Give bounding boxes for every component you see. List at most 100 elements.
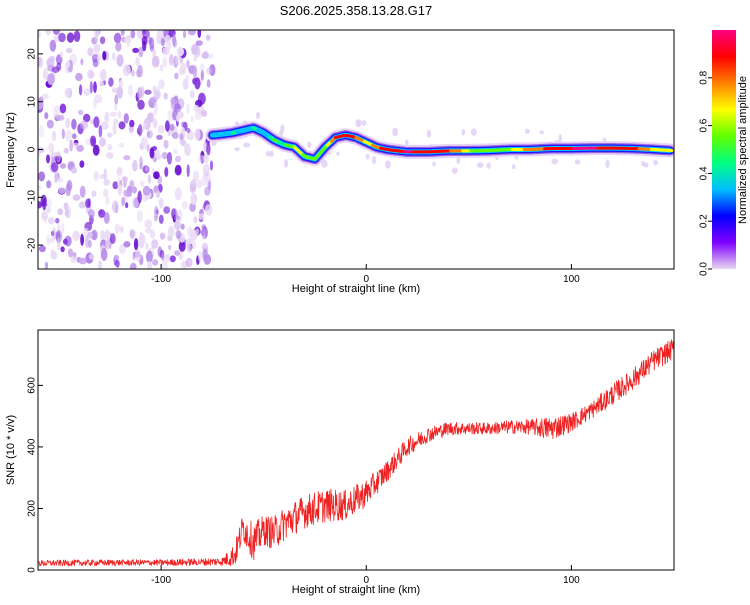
- noise-blob: [477, 162, 484, 168]
- spectrogram-y-tick-label: 10: [27, 96, 38, 108]
- noise-blob: [156, 190, 160, 198]
- noise-blob: [71, 119, 76, 130]
- noise-blob: [80, 186, 86, 198]
- noise-blob: [210, 160, 213, 170]
- noise-blob: [205, 204, 213, 216]
- noise-blob: [190, 90, 195, 98]
- noise-blob: [186, 60, 190, 69]
- noise-blob: [74, 31, 81, 42]
- noise-blob: [79, 258, 87, 265]
- noise-blob: [160, 64, 163, 71]
- noise-blob: [89, 254, 95, 260]
- noise-blob: [68, 248, 73, 257]
- noise-blob: [181, 224, 185, 230]
- noise-blob: [100, 36, 105, 44]
- noise-blob: [130, 263, 137, 272]
- noise-blob: [173, 149, 178, 155]
- noise-blob: [118, 111, 122, 119]
- noise-blob: [48, 143, 54, 153]
- noise-blob: [206, 35, 211, 41]
- noise-blob: [114, 119, 119, 125]
- colorbar: 0.00.20.40.60.8 Normalized spectral ampl…: [699, 30, 750, 276]
- noise-blob: [540, 130, 544, 134]
- noise-blob: [284, 159, 288, 167]
- noise-blob: [80, 58, 83, 65]
- noise-blob: [174, 250, 180, 256]
- noise-blob: [37, 30, 41, 37]
- noise-blob: [132, 198, 138, 209]
- noise-blob: [129, 120, 134, 127]
- snr-y-tick-label: 400: [27, 438, 38, 455]
- noise-blob: [181, 122, 185, 127]
- noise-blob: [110, 233, 116, 244]
- noise-blob: [161, 38, 165, 46]
- noise-blob: [152, 259, 158, 266]
- noise-blob: [90, 81, 93, 94]
- colorbar-gradient: [712, 30, 736, 269]
- noise-blob: [115, 223, 120, 233]
- noise-blob: [159, 198, 164, 209]
- spectrogram-y-tick-label: -10: [27, 190, 38, 205]
- noise-blob: [133, 252, 136, 261]
- noise-blob: [79, 201, 86, 208]
- noise-blob: [51, 251, 58, 260]
- noise-blob: [105, 239, 111, 249]
- noise-blob: [117, 86, 123, 98]
- noise-blob: [112, 201, 119, 214]
- noise-blob: [44, 214, 47, 224]
- noise-blob: [52, 66, 60, 73]
- noise-blob: [47, 198, 52, 208]
- noise-blob: [104, 112, 109, 123]
- noise-blob: [180, 63, 186, 75]
- noise-blob: [452, 168, 458, 174]
- noise-blob: [108, 77, 113, 86]
- noise-blob: [99, 125, 103, 137]
- noise-blob: [168, 245, 171, 251]
- noise-blob: [114, 255, 119, 261]
- noise-blob: [114, 104, 118, 111]
- noise-blob: [80, 234, 84, 246]
- noise-blob: [172, 34, 176, 47]
- noise-blob: [87, 232, 92, 238]
- noise-blob: [84, 88, 90, 96]
- noise-blob: [201, 52, 208, 59]
- noise-blob: [187, 243, 192, 252]
- noise-blob: [280, 124, 284, 133]
- spectrogram-y-tick-label: 0: [27, 146, 38, 152]
- noise-blob: [142, 27, 146, 34]
- noise-blob: [55, 218, 59, 224]
- noise-blob: [107, 133, 113, 138]
- noise-blob: [144, 219, 152, 228]
- noise-blob: [65, 118, 70, 129]
- noise-blob: [653, 160, 658, 165]
- noise-blob: [57, 208, 63, 215]
- noise-blob: [44, 112, 48, 119]
- noise-blob: [119, 143, 125, 148]
- noise-blob: [385, 160, 391, 168]
- noise-blob: [61, 223, 64, 234]
- noise-blob: [102, 51, 106, 61]
- noise-blob: [100, 69, 107, 81]
- noise-blob: [45, 26, 51, 35]
- noise-blob: [123, 241, 130, 247]
- spectrogram-y-tick-label: 20: [27, 48, 38, 60]
- noise-blob: [151, 239, 158, 249]
- noise-blob: [54, 172, 58, 183]
- noise-blob: [39, 125, 44, 138]
- noise-blob: [204, 154, 209, 163]
- noise-blob: [139, 233, 145, 246]
- noise-blob: [62, 129, 65, 139]
- noise-blob: [150, 147, 155, 158]
- noise-blob: [190, 183, 196, 192]
- noise-blob: [60, 104, 67, 114]
- noise-blob: [525, 129, 530, 134]
- noise-blob: [120, 226, 124, 233]
- noise-blob: [575, 159, 581, 164]
- noise-blob: [162, 56, 167, 68]
- noise-blob: [512, 164, 516, 169]
- noise-blob: [154, 90, 161, 99]
- noise-blob: [76, 145, 84, 152]
- noise-blob: [57, 115, 65, 121]
